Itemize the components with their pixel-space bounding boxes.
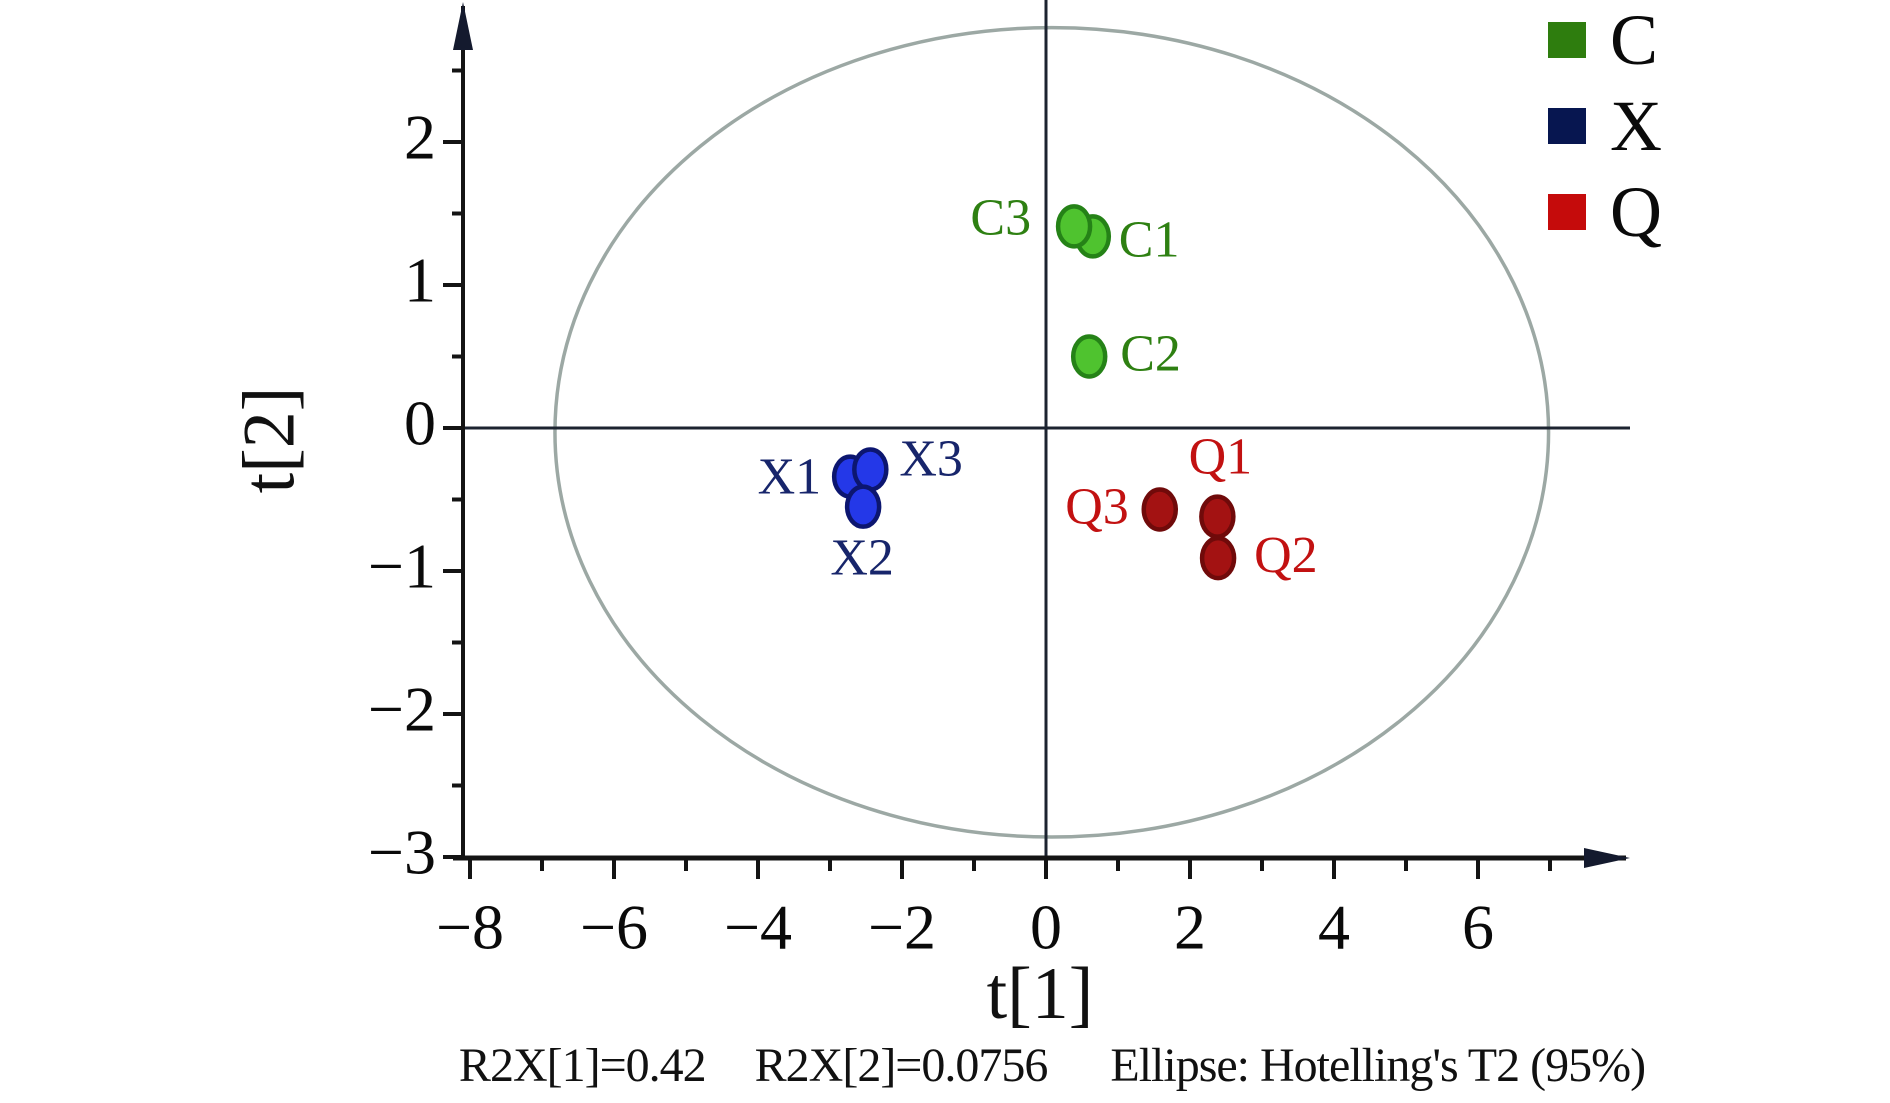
data-point-Q1 — [1199, 494, 1236, 539]
point-label-Q3: Q3 — [1065, 478, 1129, 535]
x-tick-label: −4 — [724, 892, 792, 963]
legend-label: C — [1610, 0, 1659, 80]
y-tick-label: −3 — [368, 817, 436, 888]
point-label-X3: X3 — [899, 430, 963, 487]
x-tick-label: 4 — [1318, 892, 1350, 963]
y-tick-label: −2 — [368, 674, 436, 745]
x-tick-label: −6 — [580, 892, 648, 963]
x-tick-label: 6 — [1462, 892, 1494, 963]
point-label-Q1: Q1 — [1189, 429, 1253, 486]
x-axis-title: t[1] — [986, 953, 1094, 1035]
point-label-C1: C1 — [1119, 211, 1180, 268]
point-label-C3: C3 — [970, 189, 1031, 246]
stat-ellipse-note: Ellipse: Hotelling's T2 (95%) — [1110, 1039, 1646, 1092]
stat-r2x1: R2X[1]=0.42 — [458, 1039, 707, 1092]
y-tick-label: 0 — [404, 388, 436, 459]
data-point-Q3 — [1141, 487, 1179, 532]
x-tick-label: 0 — [1030, 892, 1062, 963]
data-point-X3 — [852, 447, 889, 492]
legend-item-X: X — [1548, 90, 1662, 162]
stat-r2x2: R2X[2]=0.0756 — [754, 1039, 1049, 1092]
x-tick-label: −8 — [436, 892, 504, 963]
legend-label: Q — [1610, 172, 1662, 252]
data-point-X2 — [844, 484, 882, 529]
legend-item-Q: Q — [1548, 176, 1662, 248]
point-label-X2: X2 — [830, 530, 894, 587]
legend: C X Q — [1548, 4, 1662, 248]
y-axis-title: t[2] — [228, 386, 311, 494]
y-tick-label: −1 — [368, 531, 436, 602]
legend-swatch-green — [1548, 22, 1586, 58]
y-tick-label: 1 — [404, 245, 436, 316]
x-tick-label: 2 — [1174, 892, 1206, 963]
legend-swatch-red — [1548, 194, 1586, 230]
legend-swatch-navy — [1548, 108, 1586, 144]
hotelling-ellipse — [553, 25, 1551, 839]
point-label-C2: C2 — [1120, 325, 1181, 382]
legend-item-C: C — [1548, 4, 1662, 76]
x-axis-arrow-icon — [1584, 848, 1630, 868]
data-point-C2 — [1070, 334, 1108, 379]
x-tick-label: −2 — [868, 892, 936, 963]
y-tick-label: 2 — [404, 102, 436, 173]
data-point-Q2 — [1199, 535, 1237, 581]
point-label-X1: X1 — [758, 449, 822, 506]
data-point-C3 — [1055, 204, 1093, 249]
point-label-Q2: Q2 — [1254, 527, 1318, 584]
y-axis-arrow-icon — [453, 2, 473, 50]
model-stats-footer: R2X[1]=0.42 R2X[2]=0.0756 Ellipse: Hotel… — [458, 1038, 1646, 1093]
legend-label: X — [1610, 86, 1662, 166]
